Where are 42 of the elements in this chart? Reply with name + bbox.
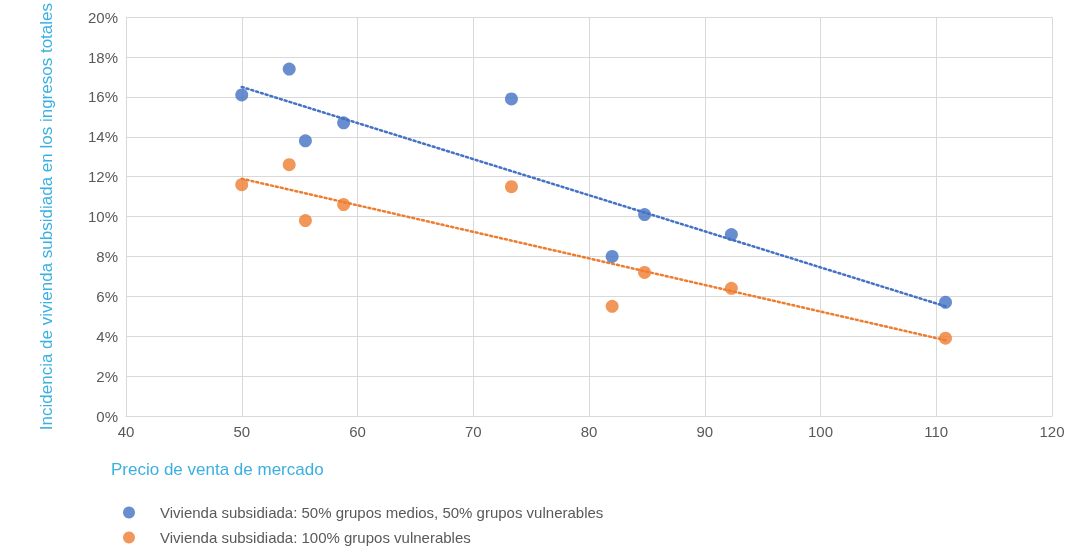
point: [504, 180, 518, 194]
point: [235, 88, 249, 102]
x-tick-label: 100: [807, 423, 834, 440]
y-tick-label: 14%: [87, 128, 118, 146]
x-tick-label: 110: [924, 423, 949, 440]
point: [298, 214, 312, 228]
y-axis-title: Incidencia de vivienda subsidiada en los ingresos totales: [36, 2, 56, 431]
y-tick-label: 20%: [87, 8, 118, 26]
y-tick-label: 4%: [96, 327, 118, 345]
point: [605, 249, 619, 263]
point: [337, 116, 351, 130]
y-tick-label: 18%: [87, 48, 118, 66]
y-tick-label: 2%: [96, 367, 118, 385]
y-tick-label: 12%: [87, 168, 118, 186]
point: [638, 265, 652, 279]
legend-label: Vivienda subsidiada: 50% grupos medios, 50% grupos vulnerables: [160, 504, 604, 521]
y-tick-label: 10%: [87, 208, 118, 226]
x-axis-title: Precio de venta de mercado: [111, 460, 324, 479]
x-tick-label: 90: [696, 423, 714, 440]
point: [298, 134, 312, 148]
x-tick-label: 60: [349, 423, 366, 440]
point: [724, 228, 738, 242]
x-tick-label: 70: [464, 423, 482, 440]
point: [939, 331, 953, 345]
point: [282, 158, 296, 172]
point: [504, 92, 518, 106]
point: [939, 295, 953, 309]
point: [724, 281, 738, 295]
point: [337, 198, 351, 212]
x-tick-label: 50: [233, 423, 251, 440]
y-tick-label: 16%: [87, 88, 118, 106]
legend-label: Vivienda subsidiada: 100% grupos vulnerables: [160, 529, 471, 546]
point: [235, 178, 249, 192]
x-tick-label: 80: [580, 423, 598, 440]
x-tick-label: 40: [117, 423, 135, 440]
point: [282, 62, 296, 76]
x-tick-label: 120: [1039, 423, 1065, 440]
y-tick-label: 0%: [96, 407, 118, 425]
point: [638, 208, 652, 222]
point: [605, 299, 619, 313]
y-tick-label: 8%: [96, 247, 118, 265]
y-tick-label: 6%: [96, 287, 118, 305]
